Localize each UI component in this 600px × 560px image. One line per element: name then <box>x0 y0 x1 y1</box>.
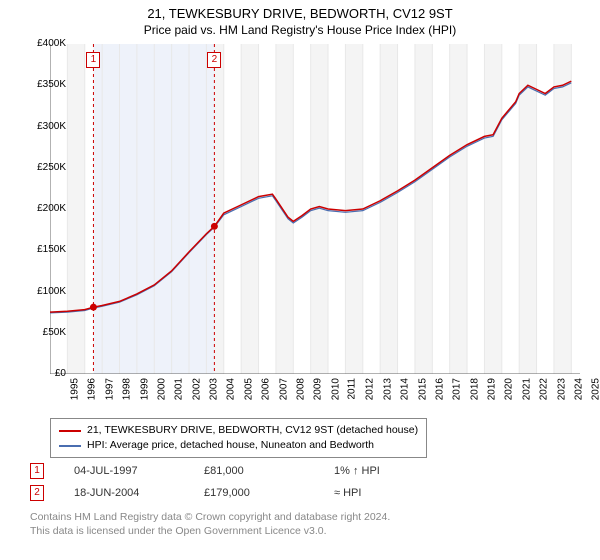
transaction-marker: 2 <box>30 485 44 501</box>
x-axis-label: 2018 <box>469 378 480 400</box>
x-axis-label: 2024 <box>573 378 584 400</box>
transaction-delta: ≈ HPI <box>334 487 464 499</box>
x-axis-label: 2023 <box>556 378 567 400</box>
transaction-date: 18-JUN-2004 <box>74 487 204 499</box>
x-axis-label: 1997 <box>104 378 115 400</box>
x-axis-label: 1998 <box>121 378 132 400</box>
x-axis-label: 2012 <box>365 378 376 400</box>
x-axis-label: 2025 <box>591 378 600 400</box>
transaction-row: 1 04-JUL-1997 £81,000 1% ↑ HPI <box>30 460 464 482</box>
x-axis-label: 1996 <box>87 378 98 400</box>
x-axis-label: 2017 <box>452 378 463 400</box>
x-axis-label: 2002 <box>191 378 202 400</box>
x-axis-label: 2019 <box>486 378 497 400</box>
chart-svg <box>50 44 580 374</box>
x-axis-label: 2004 <box>226 378 237 400</box>
legend-swatch-price <box>59 430 81 432</box>
y-axis-label: £300K <box>6 121 66 132</box>
chart-plot-area <box>50 44 580 374</box>
x-axis-label: 2007 <box>278 378 289 400</box>
chart-subtitle: Price paid vs. HM Land Registry's House … <box>0 21 600 37</box>
transaction-price: £81,000 <box>204 465 334 477</box>
transaction-marker: 1 <box>30 463 44 479</box>
legend-swatch-hpi <box>59 445 81 447</box>
x-axis-label: 2022 <box>538 378 549 400</box>
transaction-delta: 1% ↑ HPI <box>334 465 464 477</box>
x-axis-label: 2001 <box>174 378 185 400</box>
x-axis-label: 2003 <box>208 378 219 400</box>
x-axis-label: 2015 <box>417 378 428 400</box>
x-axis-label: 2013 <box>382 378 393 400</box>
x-axis-label: 2014 <box>399 378 410 400</box>
footer-attribution: Contains HM Land Registry data © Crown c… <box>30 510 390 538</box>
marker-badge-1: 1 <box>86 52 100 68</box>
y-axis-label: £100K <box>6 286 66 297</box>
x-axis-label: 2000 <box>156 378 167 400</box>
x-axis-label: 2021 <box>521 378 532 400</box>
legend-item-price: 21, TEWKESBURY DRIVE, BEDWORTH, CV12 9ST… <box>59 423 418 438</box>
footer-line2: This data is licensed under the Open Gov… <box>30 524 390 538</box>
transaction-row: 2 18-JUN-2004 £179,000 ≈ HPI <box>30 482 464 504</box>
legend-label-price: 21, TEWKESBURY DRIVE, BEDWORTH, CV12 9ST… <box>87 423 418 438</box>
x-axis-label: 2008 <box>295 378 306 400</box>
chart-title: 21, TEWKESBURY DRIVE, BEDWORTH, CV12 9ST <box>0 0 600 21</box>
x-axis-label: 1999 <box>139 378 150 400</box>
footer-line1: Contains HM Land Registry data © Crown c… <box>30 510 390 524</box>
y-axis-label: £50K <box>6 327 66 338</box>
legend-item-hpi: HPI: Average price, detached house, Nune… <box>59 438 418 453</box>
y-axis-label: £350K <box>6 79 66 90</box>
x-axis-label: 2020 <box>504 378 515 400</box>
x-axis-label: 2009 <box>313 378 324 400</box>
x-axis-label: 2010 <box>330 378 341 400</box>
y-axis-label: £400K <box>6 38 66 49</box>
y-axis-label: £0 <box>6 368 66 379</box>
y-axis-label: £200K <box>6 203 66 214</box>
x-axis-label: 2011 <box>347 378 358 400</box>
legend-label-hpi: HPI: Average price, detached house, Nune… <box>87 438 374 453</box>
x-axis-label: 2005 <box>243 378 254 400</box>
transaction-price: £179,000 <box>204 487 334 499</box>
x-axis-label: 2006 <box>260 378 271 400</box>
x-axis-label: 1995 <box>69 378 80 400</box>
transaction-date: 04-JUL-1997 <box>74 465 204 477</box>
y-axis-label: £250K <box>6 162 66 173</box>
y-axis-label: £150K <box>6 244 66 255</box>
x-axis-label: 2016 <box>434 378 445 400</box>
transactions-table: 1 04-JUL-1997 £81,000 1% ↑ HPI 2 18-JUN-… <box>30 460 464 504</box>
marker-badge-2: 2 <box>207 52 221 68</box>
legend-box: 21, TEWKESBURY DRIVE, BEDWORTH, CV12 9ST… <box>50 418 427 458</box>
